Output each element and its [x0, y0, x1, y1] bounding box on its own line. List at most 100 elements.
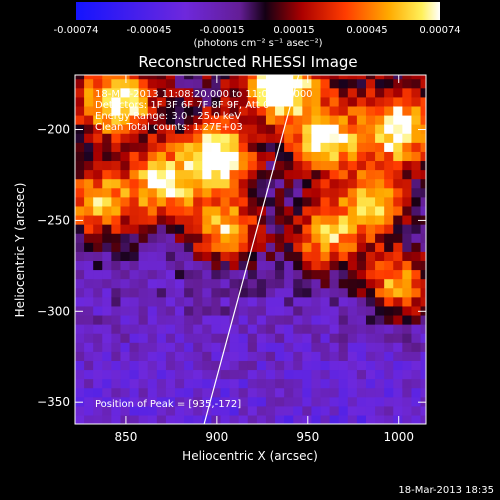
heatmap-cell — [247, 187, 258, 198]
heatmap-cell — [75, 78, 85, 89]
heatmap-cell — [138, 214, 149, 225]
heatmap-cell — [175, 205, 185, 216]
heatmap-cell — [311, 187, 322, 198]
heatmap-cell — [356, 396, 367, 407]
heatmap-cell — [147, 333, 158, 343]
heatmap-cell — [202, 414, 212, 424]
heatmap-cell — [275, 114, 285, 125]
heatmap-cell — [84, 260, 94, 271]
heatmap-cell — [365, 405, 376, 416]
heatmap-cell — [229, 142, 240, 152]
heatmap-cell — [147, 105, 158, 116]
heatmap-cell — [211, 78, 222, 89]
heatmap-cell — [311, 405, 322, 416]
heatmap-cell — [75, 114, 85, 125]
heatmap-cell — [338, 414, 349, 424]
heatmap-cell — [265, 405, 276, 416]
heatmap-cell — [202, 75, 212, 80]
heatmap-cell — [265, 260, 276, 271]
heatmap-cell — [147, 387, 158, 398]
heatmap-cell — [93, 251, 103, 262]
heatmap-cell — [320, 133, 331, 143]
heatmap-cell — [238, 160, 249, 171]
heatmap-cell — [147, 405, 158, 416]
heatmap-cell — [402, 342, 413, 352]
heatmap-cell — [365, 342, 376, 352]
heatmap-cell — [165, 269, 176, 280]
heatmap-cell — [93, 105, 103, 116]
heatmap-cell — [184, 287, 194, 298]
heatmap-cell — [111, 169, 122, 180]
heatmap-cell — [120, 333, 131, 343]
heatmap-cell — [375, 324, 385, 334]
heatmap-cell — [84, 314, 94, 325]
heatmap-cell — [193, 224, 203, 234]
heatmap-cell — [365, 178, 376, 189]
heatmap-cell — [75, 269, 85, 280]
heatmap-cell — [238, 305, 249, 316]
heatmap-cell — [247, 287, 258, 298]
heatmap-cell — [202, 242, 212, 252]
heatmap-cell — [175, 178, 185, 189]
heatmap-cell — [84, 351, 94, 361]
heatmap-cell — [184, 233, 194, 243]
heatmap-cell — [275, 342, 285, 352]
heatmap-cell — [329, 296, 340, 307]
heatmap-cell — [284, 333, 294, 343]
heatmap-cell — [111, 196, 122, 207]
heatmap-cell — [384, 196, 394, 207]
heatmap-cell — [175, 133, 185, 143]
heatmap-cell — [347, 269, 358, 280]
heatmap-cell — [138, 405, 149, 416]
heatmap-cell — [184, 369, 194, 380]
heatmap-cell — [393, 414, 403, 424]
heatmap-cell — [220, 387, 231, 398]
heatmap-cell — [138, 369, 149, 380]
heatmap-cell — [338, 224, 349, 234]
heatmap-cell — [275, 314, 285, 325]
heatmap-cell — [411, 342, 422, 352]
heatmap-cell — [156, 414, 167, 424]
heatmap-cell — [129, 75, 140, 80]
heatmap-cell — [293, 142, 303, 152]
heatmap-cell — [293, 287, 303, 298]
heatmap-cell — [229, 269, 240, 280]
heatmap-cell — [138, 324, 149, 334]
heatmap-cell — [275, 296, 285, 307]
heatmap-cell — [184, 214, 194, 225]
heatmap-cell — [111, 124, 122, 134]
heatmap-cell — [338, 114, 349, 125]
heatmap-cell — [238, 369, 249, 380]
heatmap-cell — [75, 224, 85, 234]
heatmap-cell — [202, 360, 212, 371]
heatmap-cell — [393, 242, 403, 252]
heatmap-cell — [402, 78, 413, 89]
heatmap-cell — [175, 414, 185, 424]
heatmap-cell — [411, 142, 422, 152]
heatmap-cell — [375, 369, 385, 380]
heatmap-cell — [293, 214, 303, 225]
heatmap-cell — [275, 414, 285, 424]
heatmap-cell — [247, 333, 258, 343]
heatmap-cell — [165, 105, 176, 116]
heatmap-cell — [311, 296, 322, 307]
heatmap-cell — [175, 196, 185, 207]
heatmap-cell — [265, 324, 276, 334]
y-tick-label: −300 — [37, 304, 70, 318]
heatmap-cell — [165, 305, 176, 316]
heatmap-cell — [147, 78, 158, 89]
heatmap-cell — [402, 269, 413, 280]
heatmap-cell — [329, 269, 340, 280]
heatmap-cell — [338, 214, 349, 225]
heatmap-cell — [302, 342, 313, 352]
heatmap-cell — [211, 178, 222, 189]
heatmap-cell — [175, 405, 185, 416]
heatmap-cell — [84, 87, 94, 98]
heatmap-cell — [247, 305, 258, 316]
heatmap-cell — [129, 178, 140, 189]
heatmap-cell — [293, 351, 303, 361]
heatmap-cell — [138, 133, 149, 143]
heatmap-cell — [84, 287, 94, 298]
heatmap-cell — [247, 233, 258, 243]
